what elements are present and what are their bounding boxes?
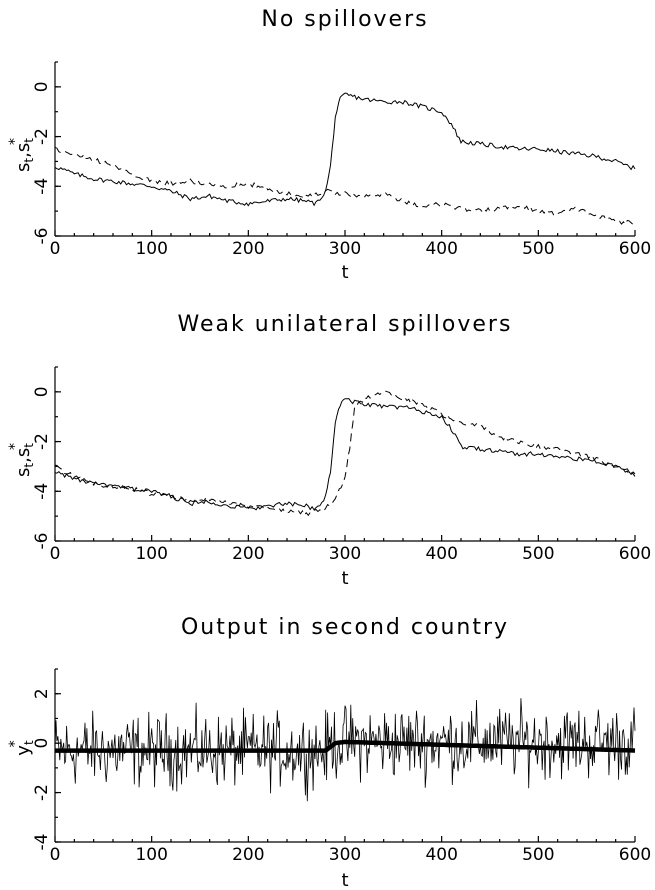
x-tick-label: 300 bbox=[329, 239, 361, 259]
x-tick-label: 0 bbox=[50, 239, 61, 259]
panel-3-axes: 0 100 200 300 400 500 600 2 0 -2 -4 bbox=[32, 668, 651, 865]
x-tick-label: 300 bbox=[329, 544, 361, 564]
panel-1-xlabel: t bbox=[341, 262, 348, 283]
y-tick-label-group: -4 bbox=[32, 483, 52, 500]
panel-output-second-country: Output in second country 0 100 200 300 400 50… bbox=[7, 615, 651, 890]
y-tick-label-group: -4 bbox=[32, 834, 52, 851]
panel-2-axes: 0 100 200 300 400 500 600 0 -2 -4 -6 bbox=[32, 366, 651, 564]
panel-3-ylabel: yt* bbox=[7, 740, 36, 756]
x-tick-label: 600 bbox=[619, 239, 651, 259]
series-dashed-line bbox=[54, 146, 636, 226]
series-solid-line bbox=[54, 398, 636, 511]
y-tick-label-group: -2 bbox=[32, 128, 52, 145]
x-tick-label: 0 bbox=[50, 544, 61, 564]
y-tick-label-group: -6 bbox=[32, 533, 52, 550]
panel-1-ylabel-text: st,st* bbox=[7, 138, 36, 172]
y-tick-label: 2 bbox=[32, 688, 52, 699]
x-tick-label: 400 bbox=[425, 544, 457, 564]
panel-1-ylabel: st,st* bbox=[7, 138, 36, 172]
x-tick-label: 500 bbox=[522, 544, 554, 564]
x-tick-label: 300 bbox=[329, 845, 361, 865]
panel-2-title: Weak unilateral spillovers bbox=[178, 312, 513, 337]
panel-1-title: No spillovers bbox=[261, 7, 428, 32]
x-tick-label: 600 bbox=[619, 845, 651, 865]
panel-3-ylabel-text: yt* bbox=[7, 740, 36, 756]
series-solid-line bbox=[54, 92, 636, 207]
panel-1-axes: 0 100 200 300 400 500 600 0 -2 -4 -6 bbox=[32, 61, 651, 259]
panel-2-ylabel-text: st,st* bbox=[7, 443, 36, 477]
x-tick-label: 200 bbox=[232, 239, 264, 259]
y-tick-label: 0 bbox=[32, 81, 52, 92]
panel-weak-unilateral-spillovers: Weak unilateral spillovers 0 100 200 300 400… bbox=[7, 312, 651, 589]
y-tick-label-group: 0 bbox=[32, 386, 52, 397]
y-tick-label: -2 bbox=[32, 128, 52, 145]
y-tick-label-group: -4 bbox=[32, 178, 52, 195]
series-dashed-line bbox=[54, 390, 636, 517]
y-tick-label: -4 bbox=[32, 834, 52, 851]
x-tick-label: 400 bbox=[425, 845, 457, 865]
panel-2-xlabel: t bbox=[341, 568, 348, 589]
x-tick-label: 500 bbox=[522, 845, 554, 865]
x-tick-label: 100 bbox=[135, 544, 167, 564]
x-tick-label: 400 bbox=[425, 239, 457, 259]
y-tick-label-group: 0 bbox=[32, 81, 52, 92]
y-tick-label: -6 bbox=[32, 228, 52, 245]
y-tick-label-group: -2 bbox=[32, 433, 52, 450]
series-output-noisy bbox=[54, 698, 636, 802]
panel-3-xlabel: t bbox=[341, 870, 348, 890]
panel-no-spillovers: No spillovers 0 100 200 300 400 500 600 0 -2 -4 -6… bbox=[7, 7, 651, 283]
series-thick-line bbox=[55, 739, 636, 753]
panel-2-lines bbox=[54, 390, 636, 517]
y-tick-label: -2 bbox=[32, 433, 52, 450]
panel-2-ylabel: st,st* bbox=[7, 443, 36, 477]
y-tick-label: 0 bbox=[32, 386, 52, 397]
panel-3-title: Output in second country bbox=[181, 615, 509, 640]
x-tick-label: 600 bbox=[619, 544, 651, 564]
y-tick-label: -4 bbox=[32, 178, 52, 195]
x-tick-label: 200 bbox=[232, 845, 264, 865]
y-tick-label: -2 bbox=[32, 784, 52, 801]
y-tick-label-group: -2 bbox=[32, 784, 52, 801]
x-tick-label: 200 bbox=[232, 544, 264, 564]
y-tick-label: 0 bbox=[32, 738, 52, 749]
y-tick-label-group: 0 bbox=[32, 738, 52, 749]
y-tick-label: -6 bbox=[32, 533, 52, 550]
x-tick-label: 100 bbox=[135, 239, 167, 259]
x-tick-label: 100 bbox=[135, 845, 167, 865]
x-tick-label: 0 bbox=[50, 845, 61, 865]
x-tick-label: 500 bbox=[522, 239, 554, 259]
panel-1-lines bbox=[54, 92, 636, 226]
y-tick-label-group: 2 bbox=[32, 688, 52, 699]
y-tick-label-group: -6 bbox=[32, 228, 52, 245]
panel-3-lines bbox=[54, 698, 636, 802]
y-tick-label: -4 bbox=[32, 483, 52, 500]
